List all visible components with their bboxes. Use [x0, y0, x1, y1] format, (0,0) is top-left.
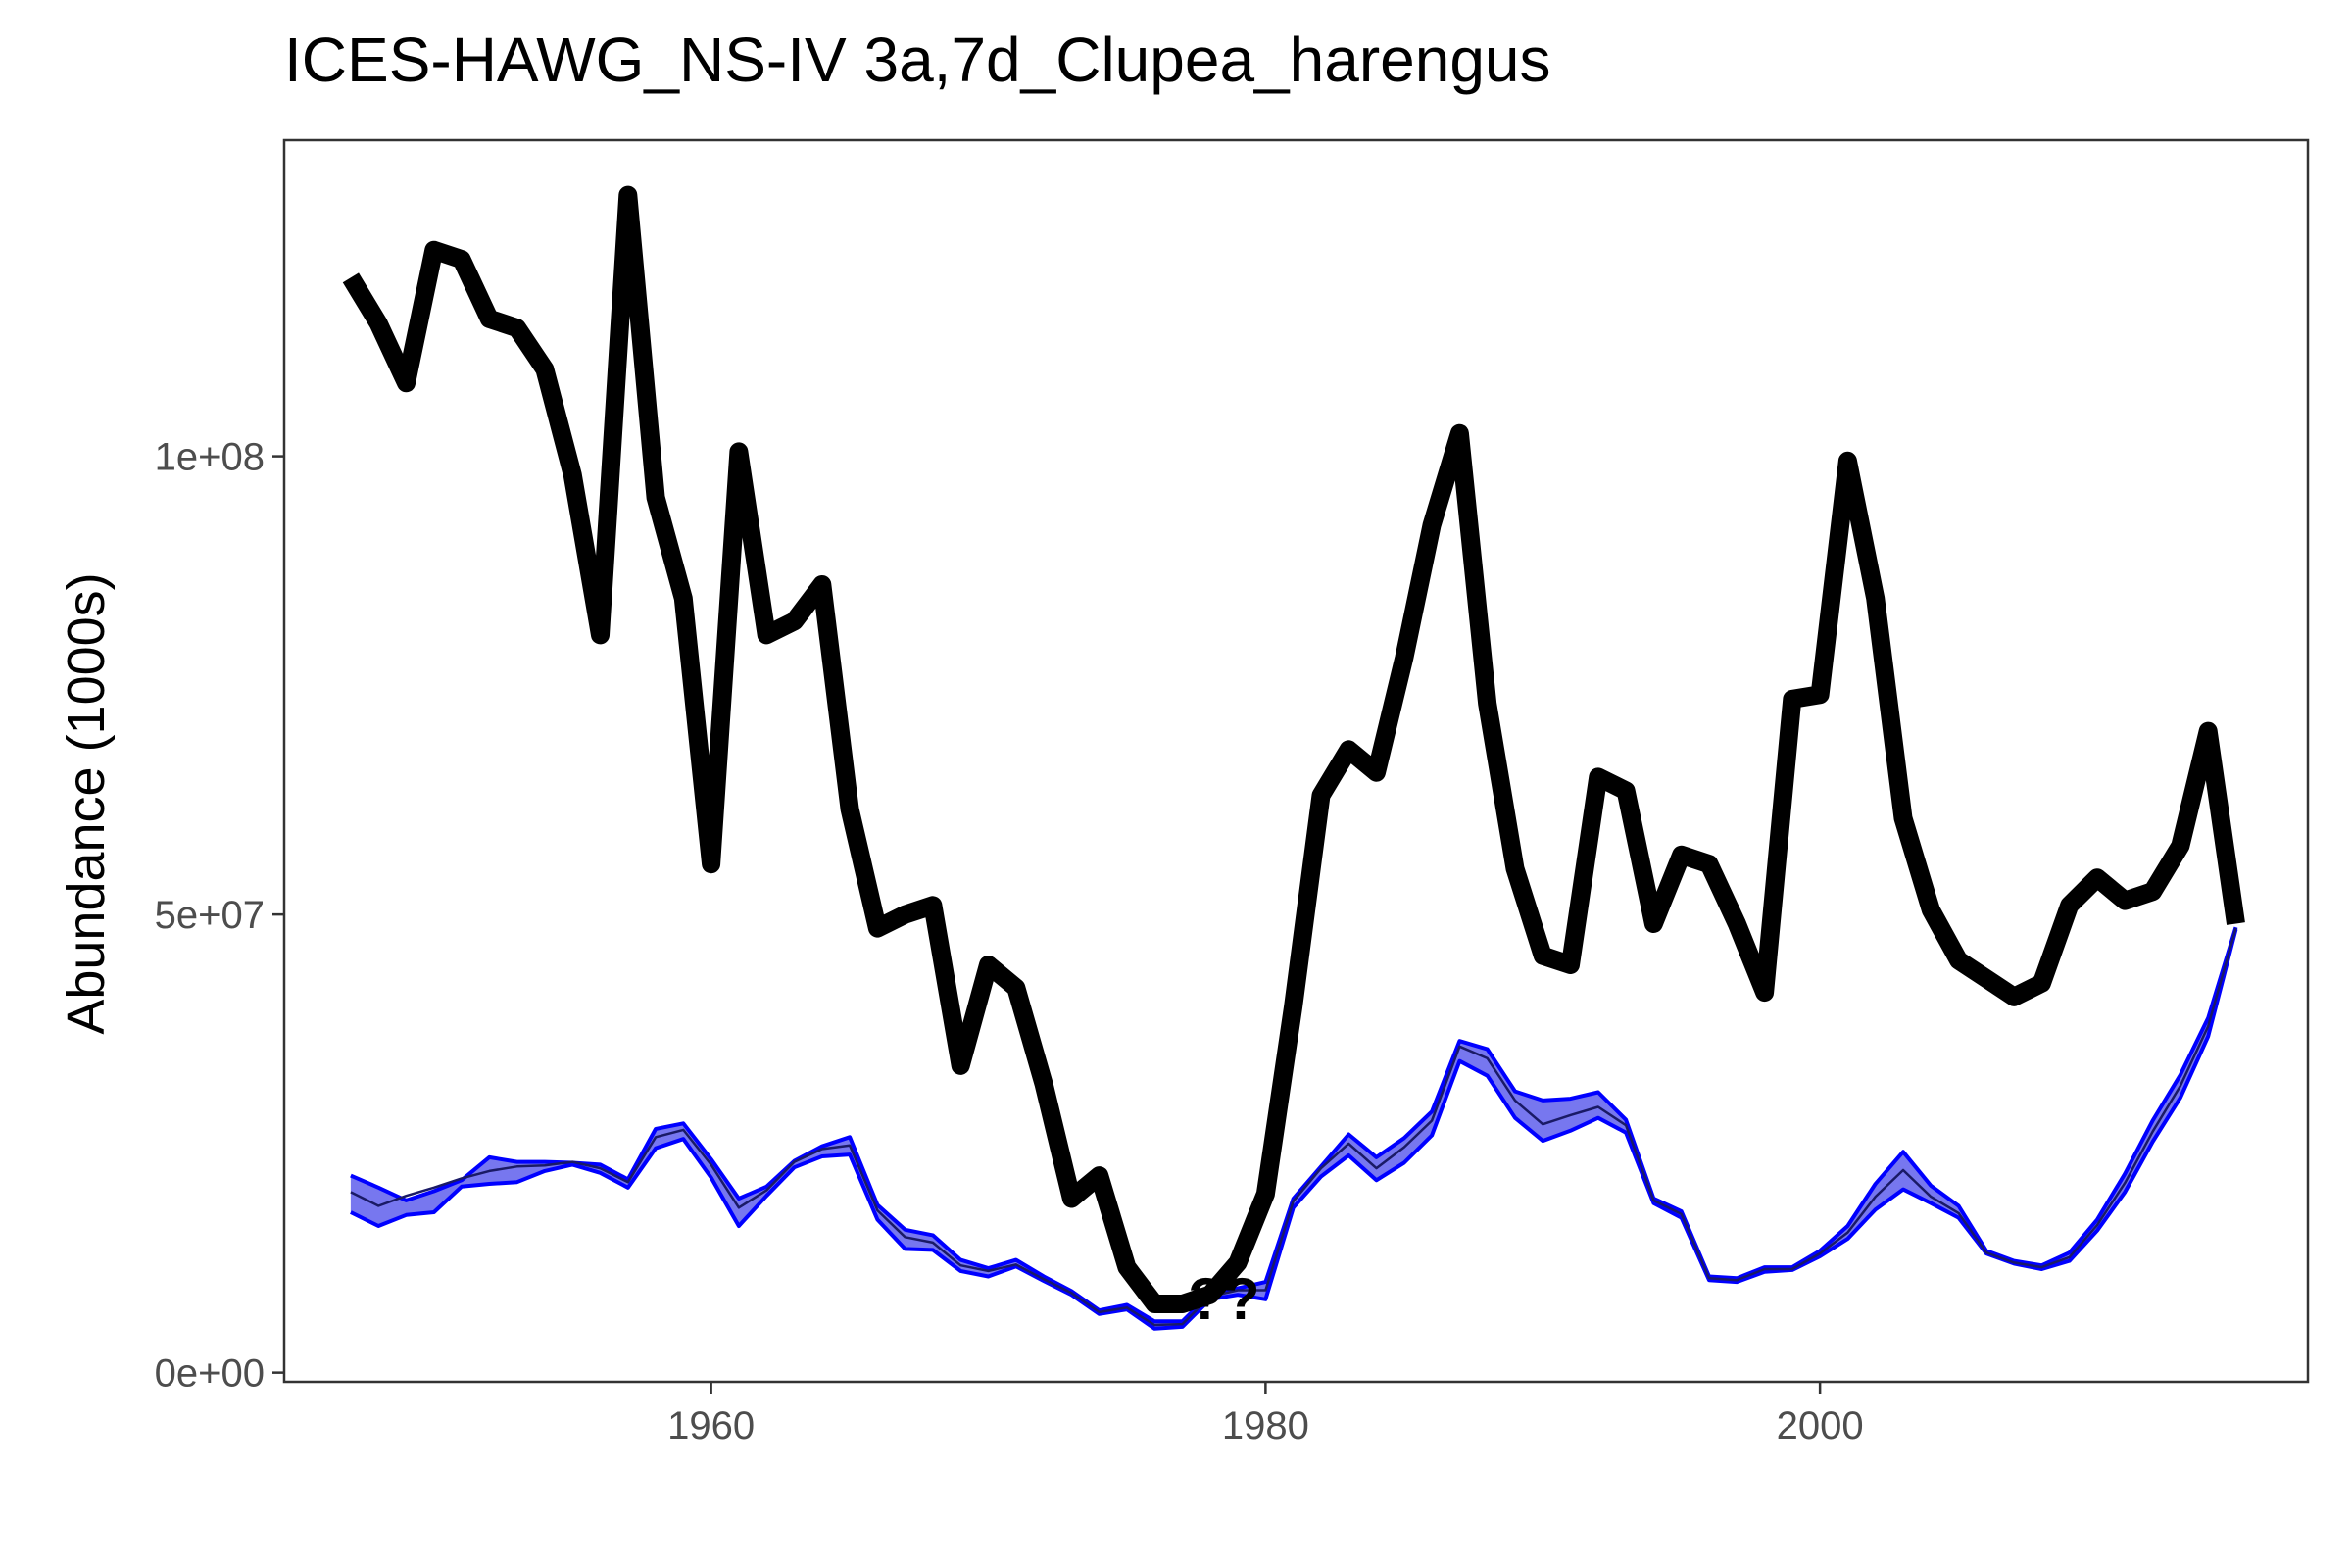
x-tick-label: 1980 [1222, 1404, 1309, 1447]
ribbon-upper-line [350, 926, 2238, 1324]
chart-marks: ?? [342, 185, 2245, 1332]
abundance-line [342, 185, 2245, 1313]
y-tick-label: 5e+07 [155, 894, 265, 937]
y-tick-label: 1e+08 [155, 436, 265, 479]
y-tick-label: 0e+00 [155, 1352, 265, 1396]
x-tick-label: 2000 [1777, 1404, 1864, 1447]
annotation-label: ?? [1188, 1266, 1259, 1332]
x-tick-label: 1960 [667, 1404, 755, 1447]
ribbon-lower-line [350, 928, 2238, 1331]
chart-title: ICES-HAWG_NS-IV 3a,7d_Clupea_harengus [284, 24, 1551, 95]
panel-border [282, 138, 2310, 1384]
ribbon-median-line [350, 927, 2237, 1327]
axes: 1960 1980 2000 0e+00 5e+07 1e+08 [155, 436, 1864, 1447]
